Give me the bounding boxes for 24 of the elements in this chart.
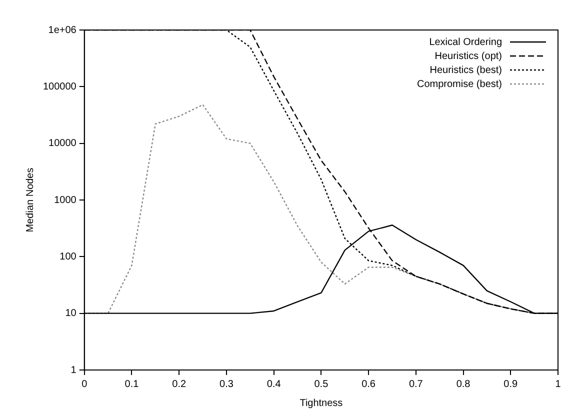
x-tick-label: 0.8 <box>456 378 471 390</box>
x-tick-label: 0.1 <box>124 378 140 390</box>
legend-label: Compromise (best) <box>416 78 502 90</box>
x-axis-title: Tightness <box>300 398 343 409</box>
x-tick-label: 0.5 <box>314 378 329 390</box>
y-tick-label: 100000 <box>42 81 77 92</box>
x-tick-label: 0.2 <box>172 378 186 390</box>
x-tick-label: 0.9 <box>504 378 518 390</box>
y-tick-label: 1 <box>70 364 77 376</box>
y-tick-label: 1000 <box>54 194 77 206</box>
x-tick-label: 0.4 <box>266 378 282 390</box>
x-tick-label: 0.7 <box>408 378 424 390</box>
legend-label: Heuristics (best) <box>430 64 502 76</box>
y-tick-label: 10000 <box>48 138 77 150</box>
x-tick-label: 0 <box>82 378 88 390</box>
y-axis-title: Median Nodes <box>24 168 36 232</box>
y-tick-label: 1e+06 <box>48 24 77 36</box>
legend-label: Lexical Ordering <box>429 36 502 48</box>
y-tick-label: 100 <box>60 251 77 262</box>
x-tick-label: 0.3 <box>220 378 234 390</box>
legend-label: Heuristics (opt) <box>434 50 502 62</box>
y-tick-label: 10 <box>65 308 77 320</box>
x-tick-label: 1 <box>555 378 562 390</box>
x-tick-label: 0.6 <box>362 378 376 390</box>
